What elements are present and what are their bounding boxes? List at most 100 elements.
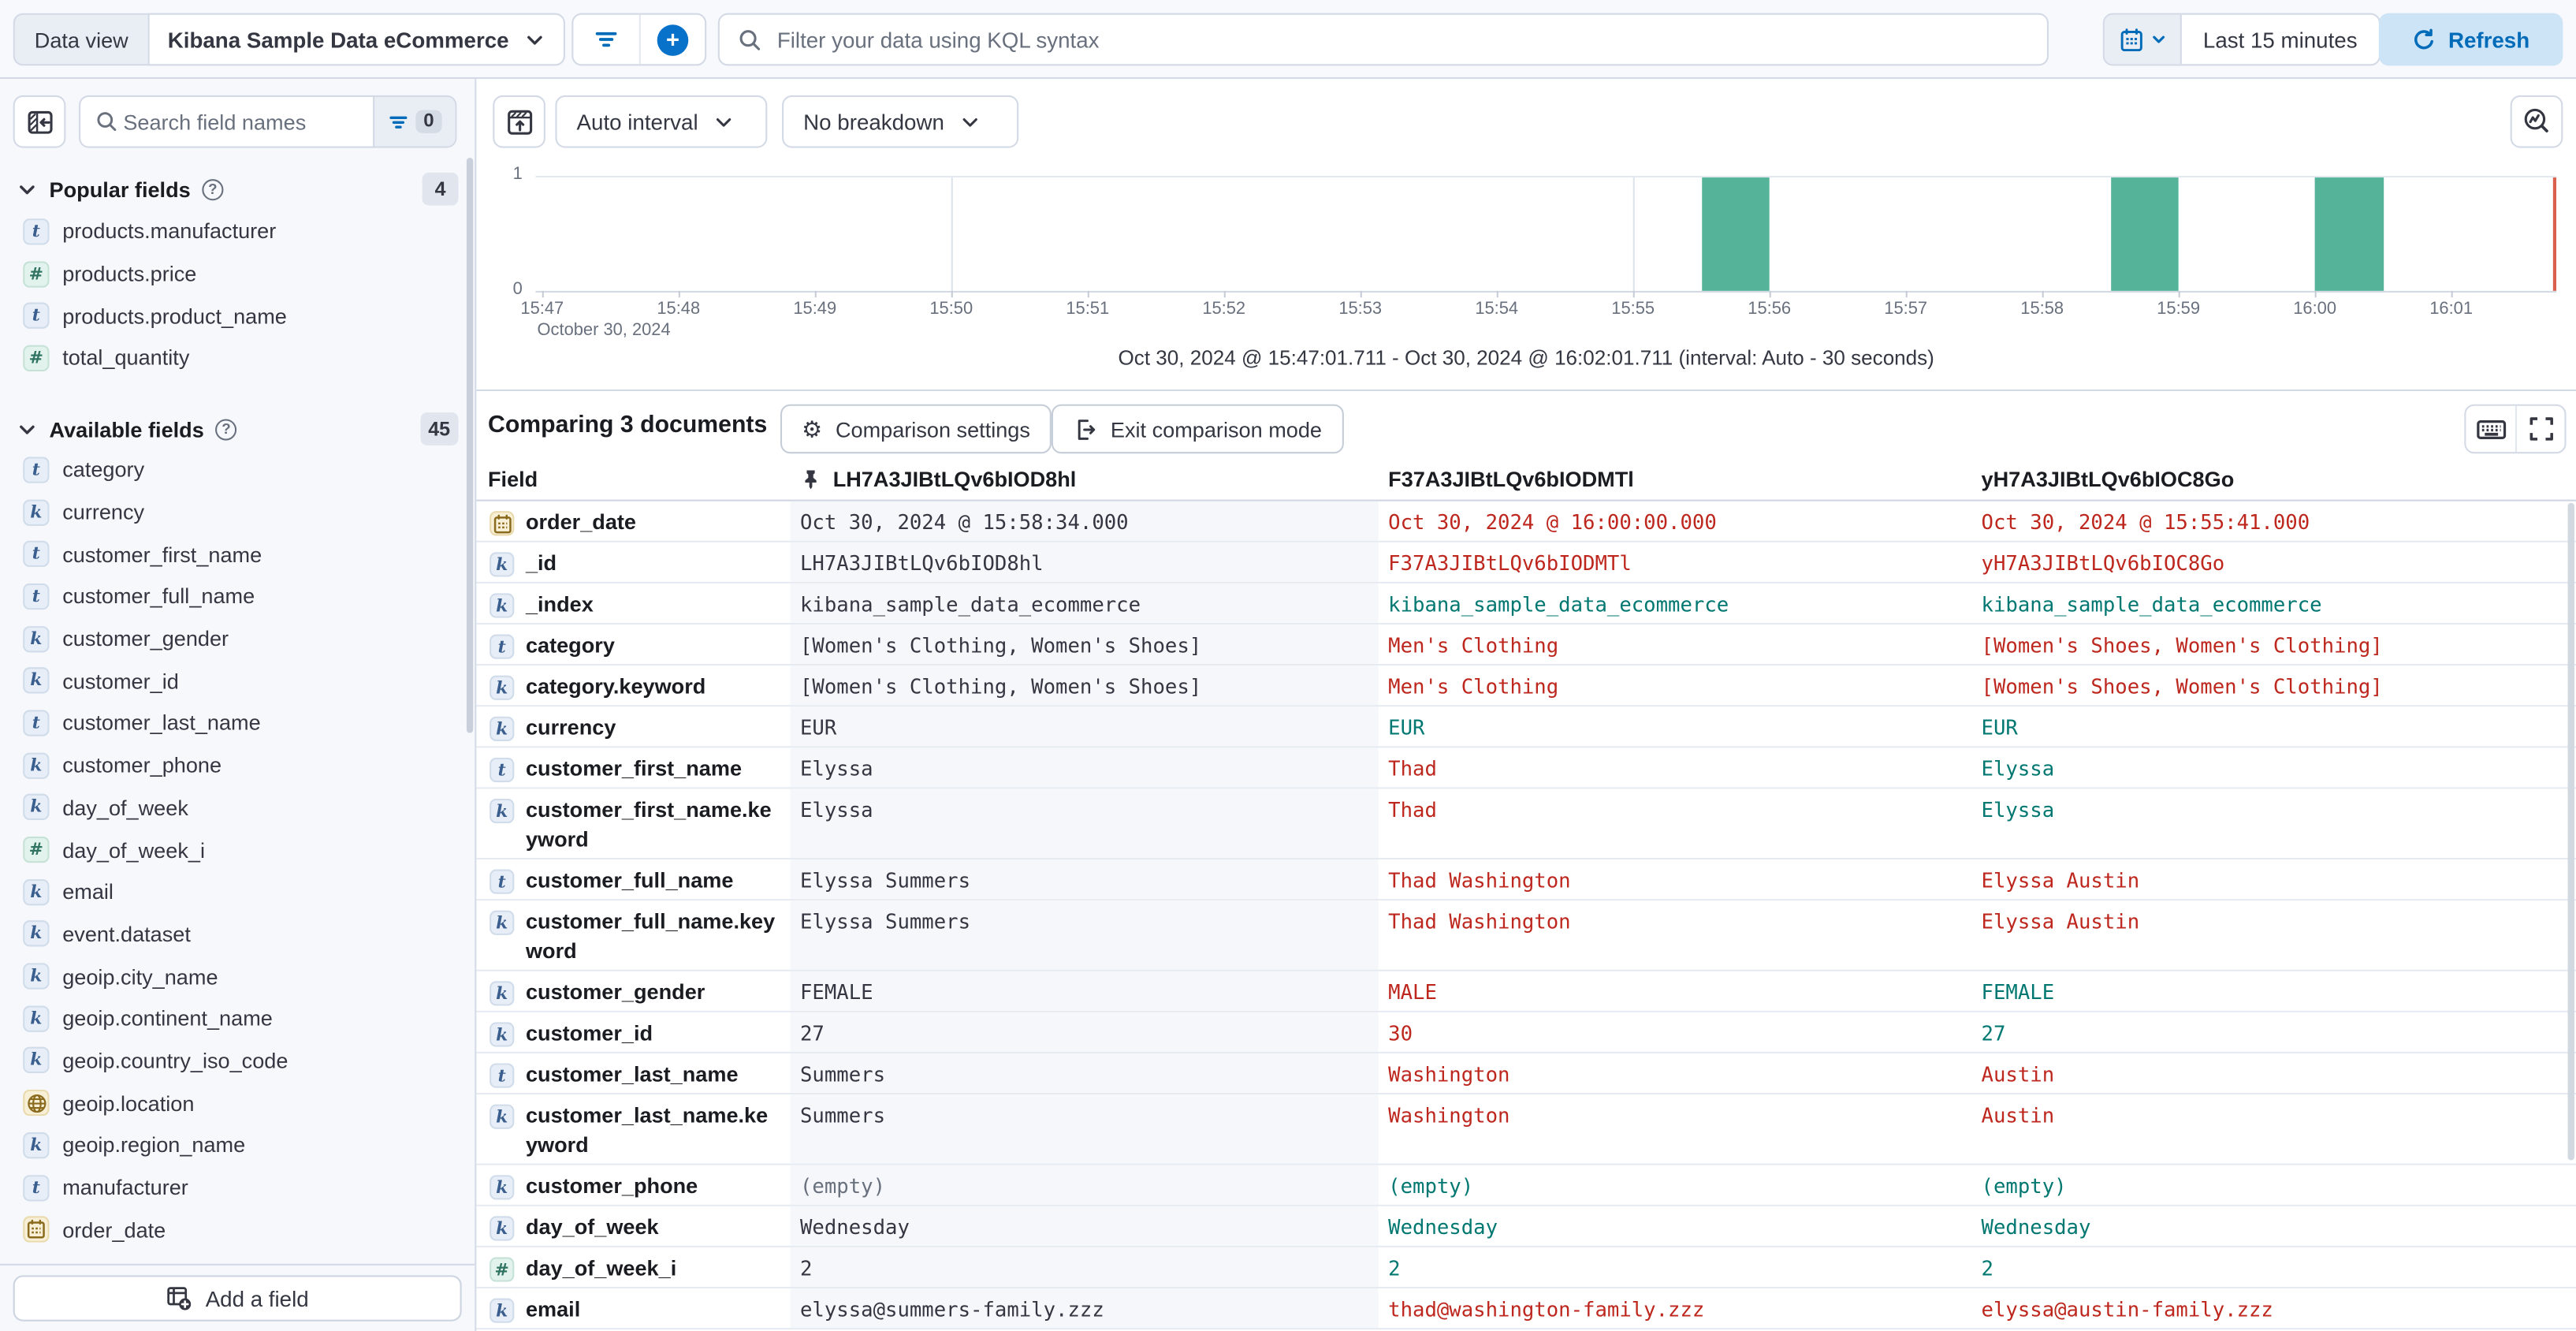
comparison-value-cell: elyssa@austin-family.zzz — [1981, 1298, 2273, 1322]
sidebar-field-item[interactable]: t customer_first_name — [0, 533, 465, 576]
field-name: day_of_week_i — [62, 837, 205, 863]
filter-icon — [387, 111, 408, 132]
field-name: total_quantity — [62, 345, 190, 371]
comparison-title: Comparing 3 documents — [488, 412, 768, 439]
x-axis-date-label: October 30, 2024 — [537, 320, 671, 341]
add-filter-button[interactable]: + — [638, 14, 705, 65]
field-type-icon: t — [490, 1063, 515, 1088]
add-field-button[interactable]: Add a field — [13, 1275, 462, 1322]
comparison-table-body: order_date Oct 30, 2024 @ 15:58:34.000 Oct… — [476, 501, 2576, 1331]
table-row: k customer_id 27 30 27 — [476, 1012, 2576, 1053]
x-axis-tick-label: 15:54 — [1475, 299, 1519, 319]
kql-search-input[interactable] — [776, 27, 2029, 52]
x-axis-tick-label: 15:49 — [793, 299, 837, 319]
sidebar-field-item[interactable]: t customer_last_name — [0, 702, 465, 744]
field-name: day_of_week — [62, 795, 188, 820]
sidebar-field-item[interactable]: # products.price — [0, 252, 465, 295]
sidebar-field-item[interactable]: t category — [0, 449, 465, 491]
chevron-down-icon — [17, 178, 38, 199]
x-axis-tick-mark — [2451, 290, 2453, 298]
field-name: customer_gender — [62, 626, 229, 651]
field-name: category — [525, 632, 615, 658]
date-picker-button[interactable] — [2104, 14, 2182, 65]
base-value-cell: Summers — [790, 1094, 1379, 1164]
comparison-value-cell: Washington — [1388, 1104, 1510, 1128]
available-fields-header[interactable]: Available fields ? 45 — [0, 411, 475, 447]
hide-chart-button[interactable] — [493, 95, 545, 148]
table-row: k category.keyword [Women's Clothing, Wome… — [476, 666, 2576, 707]
time-range-button[interactable]: Last 15 minutes — [2202, 27, 2358, 52]
interval-dropdown[interactable]: Auto interval — [555, 95, 768, 148]
sidebar-field-item[interactable]: k geoip.city_name — [0, 955, 465, 997]
filter-button[interactable] — [573, 15, 638, 65]
comparison-value-cell: 27 — [1981, 1022, 2006, 1046]
base-value-cell: (empty) — [790, 1165, 1379, 1205]
sidebar-scrollbar[interactable] — [466, 158, 474, 733]
field-name: customer_full_name — [525, 867, 734, 893]
gridline — [951, 177, 953, 291]
collapse-sidebar-button[interactable] — [13, 95, 66, 148]
field-name-cell: k category.keyword — [476, 666, 790, 705]
field-column-header: Field — [488, 465, 538, 491]
sidebar-field-item[interactable]: k geoip.continent_name — [0, 997, 465, 1040]
fullscreen-button[interactable] — [2515, 405, 2565, 453]
sidebar-field-item[interactable]: geoip.location — [0, 1082, 465, 1124]
calendar-icon — [2119, 27, 2143, 51]
table-row: t category [Women's Clothing, Women's Shoe… — [476, 624, 2576, 666]
y-axis-tick-min: 0 — [512, 279, 523, 300]
field-name: products.price — [62, 261, 197, 286]
histogram-bar[interactable] — [2314, 177, 2384, 291]
comparison-value-cell: MALE — [1388, 981, 1437, 1005]
comparison-settings-button[interactable]: ⚙ Comparison settings — [780, 404, 1052, 454]
keyboard-shortcuts-button[interactable] — [2466, 406, 2515, 452]
x-axis-tick-label: 15:53 — [1338, 299, 1383, 319]
sidebar-field-item[interactable]: k currency — [0, 491, 465, 534]
table-scrollbar[interactable] — [2567, 502, 2574, 1161]
field-type-icon: k — [23, 625, 50, 652]
sidebar-field-item[interactable]: t customer_full_name — [0, 576, 465, 618]
data-view-group: Data view Kibana Sample Data eCommerce — [13, 13, 565, 66]
sidebar-field-item[interactable]: k email — [0, 871, 465, 913]
histogram-bar[interactable] — [2110, 177, 2179, 291]
sidebar-field-item[interactable]: # day_of_week_i — [0, 829, 465, 871]
breakdown-dropdown[interactable]: No breakdown — [782, 95, 1019, 148]
x-axis-tick-label: 16:01 — [2429, 299, 2474, 319]
x-axis-tick-label: 15:57 — [1884, 299, 1928, 319]
sidebar-field-item[interactable]: t manufacturer — [0, 1166, 465, 1209]
popular-fields-header[interactable]: Popular fields ? 4 — [0, 171, 475, 207]
sidebar-field-item[interactable]: k geoip.region_name — [0, 1124, 465, 1167]
sidebar-field-item[interactable]: k day_of_week — [0, 786, 465, 829]
y-axis-tick-max: 1 — [512, 164, 523, 185]
sidebar-field-item[interactable]: k customer_phone — [0, 744, 465, 787]
field-name: category.keyword — [525, 673, 706, 699]
data-view-selector[interactable]: Kibana Sample Data eCommerce — [147, 13, 565, 66]
exit-icon — [1073, 416, 1097, 441]
sidebar-field-item[interactable]: k customer_id — [0, 660, 465, 703]
comparison-value-cell: Thad — [1388, 798, 1437, 822]
histogram-plot-area[interactable] — [535, 176, 2557, 291]
exit-comparison-button[interactable]: Exit comparison mode — [1051, 404, 1344, 454]
field-name: email — [62, 879, 114, 904]
base-value-cell: Elyssa — [790, 789, 1379, 858]
sidebar-field-item[interactable]: order_date — [0, 1209, 465, 1251]
sidebar-field-item[interactable]: k event.dataset — [0, 913, 465, 956]
field-filter-button[interactable]: 0 — [373, 96, 456, 147]
sidebar-field-item[interactable]: k customer_gender — [0, 617, 465, 660]
refresh-button[interactable]: Refresh — [2378, 13, 2563, 66]
base-value-cell: kibana_sample_data_ecommerce — [790, 583, 1379, 623]
pin-icon[interactable] — [800, 468, 821, 489]
sidebar-field-item[interactable]: k geoip.country_iso_code — [0, 1040, 465, 1083]
lens-inspect-button[interactable] — [2510, 95, 2563, 148]
comparison-value-cell: kibana_sample_data_ecommerce — [1981, 593, 2322, 617]
sidebar-field-item[interactable]: # total_quantity — [0, 337, 465, 379]
field-name: day_of_week — [525, 1214, 659, 1240]
x-axis-tick-mark — [2178, 290, 2180, 298]
x-axis-tick-mark — [1905, 290, 1908, 298]
sidebar-field-item[interactable]: t products.manufacturer — [0, 211, 465, 253]
base-value-cell: Elyssa Summers — [790, 900, 1379, 970]
field-search-input[interactable] — [123, 109, 374, 134]
comparison-value-cell: [Women's Shoes, Women's Clothing] — [1981, 634, 2383, 658]
kql-search-bar[interactable] — [717, 13, 2049, 66]
sidebar-field-item[interactable]: t products.product_name — [0, 295, 465, 337]
histogram-bar[interactable] — [1701, 177, 1770, 291]
